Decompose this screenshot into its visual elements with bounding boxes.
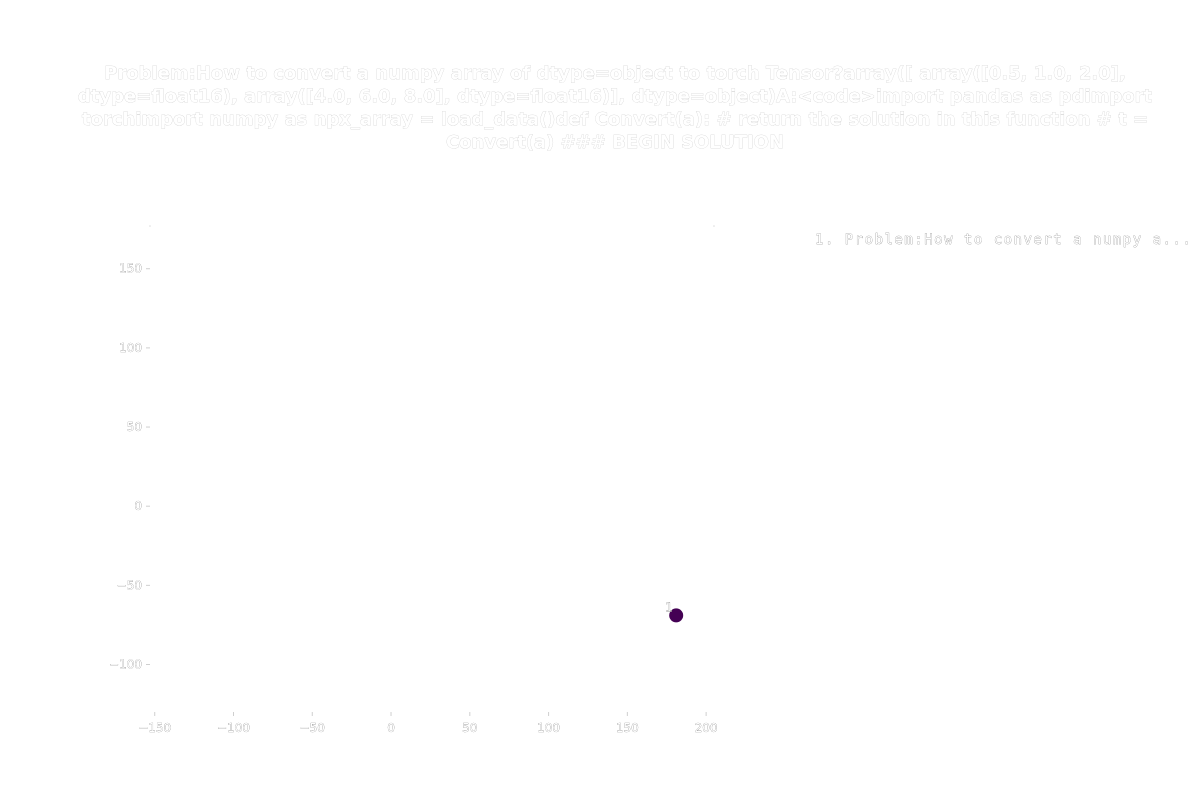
x-tick-label: 100	[537, 721, 560, 735]
x-tick-label: 0	[387, 721, 395, 735]
chart-title: Problem:How to convert a numpy array of …	[77, 63, 1153, 154]
data-point[interactable]	[669, 608, 684, 623]
data-point-label: 1	[665, 600, 673, 614]
x-tick-label: −150	[138, 721, 171, 735]
y-tick-label: −100	[109, 658, 142, 672]
marks-layer: 1	[665, 600, 684, 623]
legend-entry-1: 1. Problem:How to convert a numpy a...	[815, 232, 1193, 249]
y-tick-label: 0	[134, 499, 142, 513]
x-tick-label: 200	[695, 721, 718, 735]
plot-corner-0	[149, 225, 151, 227]
y-tick-label: 150	[119, 262, 142, 276]
y-tick-label: 50	[127, 420, 142, 434]
x-tick-label: −50	[300, 721, 325, 735]
axes-layer: −150 −100 −50 0 50 100 150 200 −100 −50 0 50 100 150	[109, 225, 718, 735]
x-tick-label: 150	[616, 721, 639, 735]
legend: 1. Problem:How to convert a numpy a...	[815, 230, 1195, 252]
y-tick-label: 100	[119, 341, 142, 355]
x-tick-label: 50	[462, 721, 477, 735]
plot-corner-1	[713, 225, 715, 227]
x-tick-label: −100	[217, 721, 250, 735]
y-tick-label: −50	[117, 578, 142, 592]
